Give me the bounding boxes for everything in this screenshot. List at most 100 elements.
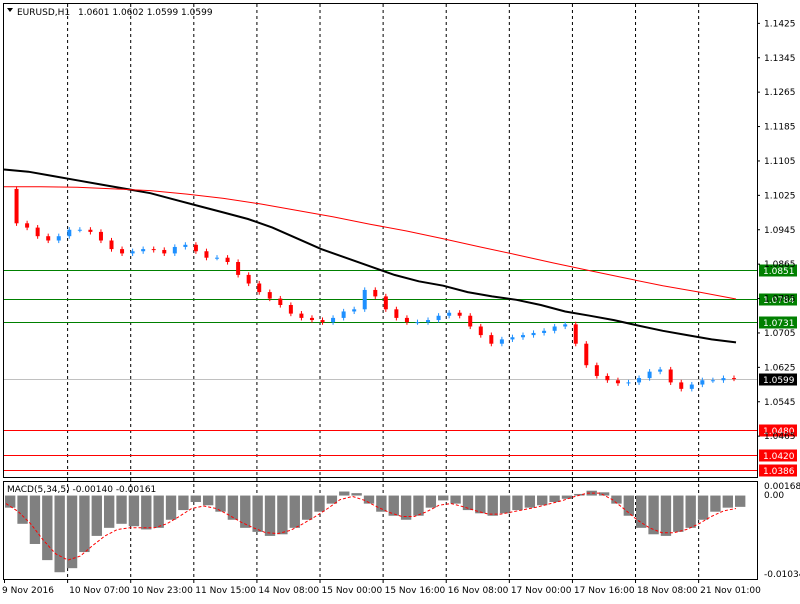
- macd-histogram-bar[interactable]: [611, 495, 622, 504]
- macd-histogram-bar[interactable]: [289, 495, 300, 528]
- candle-body[interactable]: [383, 296, 388, 310]
- candle-body[interactable]: [362, 289, 367, 310]
- macd-histogram-bar[interactable]: [314, 495, 325, 512]
- macd-histogram-bar[interactable]: [400, 495, 412, 520]
- candle-body[interactable]: [478, 326, 483, 336]
- macd-histogram-bar[interactable]: [54, 495, 65, 573]
- macd-histogram-bar[interactable]: [697, 495, 709, 520]
- macd-histogram-bar[interactable]: [561, 495, 573, 499]
- candle-body[interactable]: [510, 337, 515, 340]
- macd-histogram-bar[interactable]: [438, 495, 449, 501]
- macd-histogram-bar[interactable]: [376, 495, 387, 512]
- candle-body[interactable]: [130, 251, 135, 254]
- macd-histogram-bar[interactable]: [339, 491, 350, 496]
- candle-body[interactable]: [721, 378, 726, 381]
- level-price-tag[interactable]: [759, 424, 797, 437]
- candle-body[interactable]: [320, 320, 325, 323]
- macd-histogram-bar[interactable]: [574, 493, 585, 496]
- candle-body[interactable]: [98, 231, 103, 241]
- candle-body[interactable]: [25, 223, 30, 228]
- price-axis[interactable]: 1.1425 1.1345 1.1265 1.1185 1.1105 1.1025 1.09…: [757, 19, 796, 442]
- candle-body[interactable]: [141, 249, 146, 252]
- candle-body[interactable]: [679, 382, 684, 389]
- macd-histogram-bar[interactable]: [202, 495, 214, 506]
- candle-body[interactable]: [151, 249, 156, 251]
- macd-histogram-bar[interactable]: [710, 495, 721, 512]
- candle-body[interactable]: [710, 380, 715, 382]
- macd-histogram-bar[interactable]: [685, 495, 696, 528]
- candle-body[interactable]: [183, 244, 188, 247]
- candle-body[interactable]: [236, 262, 241, 275]
- macd-indicator[interactable]: [5, 490, 746, 573]
- candle-body[interactable]: [531, 332, 536, 336]
- level-price-tag[interactable]: [759, 316, 797, 329]
- macd-histogram-bar[interactable]: [388, 495, 399, 516]
- candle-body[interactable]: [605, 375, 610, 381]
- macd-histogram-bar[interactable]: [475, 495, 486, 514]
- candle-body[interactable]: [162, 249, 167, 254]
- candle-body[interactable]: [172, 246, 177, 254]
- candle-body[interactable]: [658, 369, 663, 372]
- candle-body[interactable]: [647, 371, 652, 379]
- candle-body[interactable]: [373, 289, 378, 297]
- candle-body[interactable]: [331, 317, 336, 323]
- candle-body[interactable]: [520, 335, 525, 338]
- macd-histogram-bar[interactable]: [5, 495, 16, 508]
- macd-histogram-bar[interactable]: [252, 495, 263, 532]
- candle-body[interactable]: [257, 283, 262, 293]
- candle-body[interactable]: [204, 251, 209, 258]
- candle-body[interactable]: [109, 240, 114, 250]
- horizontal-levels[interactable]: 1.0851 1.0784 1.0731 1.0480 1.0420 1.0386 1.05…: [4, 264, 797, 478]
- candle-body[interactable]: [404, 317, 409, 323]
- macd-histogram-bar[interactable]: [351, 493, 362, 496]
- candle-body[interactable]: [489, 335, 494, 344]
- macd-histogram-bar[interactable]: [178, 495, 189, 511]
- candle-body[interactable]: [457, 312, 462, 316]
- candle-body[interactable]: [394, 309, 399, 318]
- candle-body[interactable]: [46, 236, 51, 241]
- macd-histogram-bar[interactable]: [537, 495, 548, 506]
- macd-histogram-bar[interactable]: [673, 495, 684, 532]
- macd-histogram-bar[interactable]: [301, 495, 313, 520]
- level-price-tag[interactable]: [759, 293, 797, 306]
- macd-histogram-bar[interactable]: [549, 495, 560, 503]
- candle-body[interactable]: [689, 384, 694, 389]
- candle-body[interactable]: [468, 315, 473, 327]
- macd-histogram-bar[interactable]: [512, 495, 523, 511]
- candle-body[interactable]: [14, 188, 19, 224]
- candle-body[interactable]: [426, 320, 431, 323]
- macd-histogram-bar[interactable]: [91, 495, 102, 536]
- candle-body[interactable]: [447, 312, 452, 316]
- candle-body[interactable]: [193, 244, 198, 252]
- macd-histogram-bar[interactable]: [499, 495, 511, 514]
- candle-body[interactable]: [436, 315, 441, 321]
- macd-histogram-bar[interactable]: [277, 495, 288, 535]
- macd-histogram-bar[interactable]: [326, 495, 338, 504]
- candle-body[interactable]: [668, 369, 673, 383]
- candle-body[interactable]: [299, 313, 304, 318]
- macd-histogram-bar[interactable]: [141, 495, 152, 530]
- macd-histogram-bar[interactable]: [660, 495, 672, 536]
- macd-histogram-bar[interactable]: [66, 495, 78, 569]
- macd-histogram-bar[interactable]: [29, 495, 41, 544]
- macd-histogram-bar[interactable]: [425, 495, 437, 508]
- candle-body[interactable]: [700, 380, 705, 385]
- candle-body[interactable]: [88, 229, 93, 232]
- macd-histogram-bar[interactable]: [264, 495, 276, 536]
- candle-body[interactable]: [584, 343, 589, 366]
- level-price-tag[interactable]: [759, 264, 797, 277]
- candle-body[interactable]: [341, 311, 346, 318]
- macd-histogram-bar[interactable]: [215, 495, 226, 512]
- candle-body[interactable]: [352, 309, 357, 312]
- macd-histogram-bar[interactable]: [363, 495, 375, 504]
- candle-body[interactable]: [542, 330, 547, 333]
- macd-histogram-bar[interactable]: [450, 495, 461, 504]
- candle-body[interactable]: [288, 305, 293, 314]
- candles[interactable]: [14, 186, 736, 392]
- macd-histogram-bar[interactable]: [165, 495, 177, 520]
- candle-body[interactable]: [499, 339, 504, 344]
- candle-body[interactable]: [573, 324, 578, 344]
- level-price-tag[interactable]: [759, 464, 797, 477]
- candle-body[interactable]: [415, 322, 420, 324]
